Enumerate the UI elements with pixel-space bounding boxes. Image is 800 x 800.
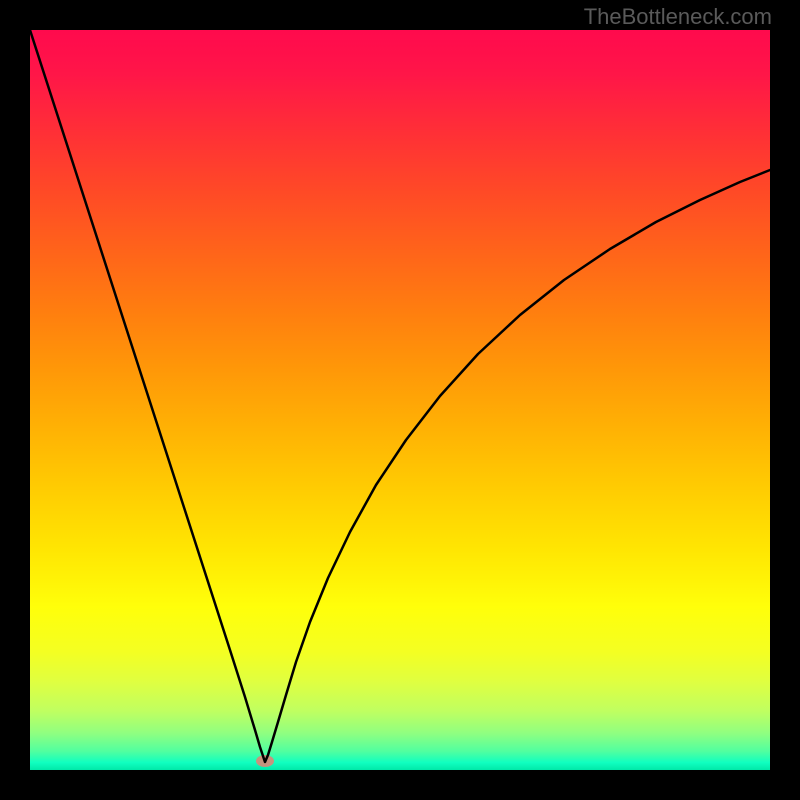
- watermark-text: TheBottleneck.com: [584, 4, 772, 30]
- bottleneck-curve: [30, 30, 770, 770]
- chart-frame: TheBottleneck.com: [0, 0, 800, 800]
- curve-path: [30, 30, 770, 762]
- plot-area: [30, 30, 770, 770]
